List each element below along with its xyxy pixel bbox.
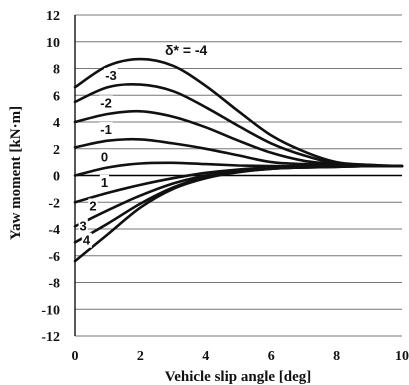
series-label-bg [99,122,113,138]
series-lines [73,57,404,263]
x-tick-label: 6 [268,349,275,364]
series-label-bg [88,198,98,214]
y-axis-ticks: 12 10 8 6 4 2 0 -2 -4 -6 -8 -10 -12 [41,9,60,345]
y-axis-label: Yaw moment [kN·m] [8,106,24,240]
series-label-4: 4 [83,233,91,248]
y-tick-label: -12 [41,330,60,345]
y-tick-label: 12 [46,9,60,24]
x-axis-label: Vehicle slip angle [deg] [165,369,312,385]
x-tick-label: 8 [333,349,340,364]
x-tick-label: 10 [395,349,409,364]
series-line-4 [73,164,404,263]
y-tick-label: 2 [53,143,60,158]
series-label-bg [81,232,92,248]
series-line-3 [73,164,404,244]
y-tick-label: -2 [48,196,60,211]
series-label-bg [99,95,113,111]
series-label-bg [99,149,110,165]
series-line--1 [73,137,404,168]
gridlines [74,14,402,337]
series-label--3: -3 [105,68,117,83]
y-tick-label: -4 [48,223,60,238]
y-tick-label: 8 [53,63,60,78]
delta-annotation: δ* = -4 [165,42,208,58]
series-label--1: -1 [100,122,112,137]
y-tick-label: -8 [48,277,60,292]
series-label-3: 3 [80,219,87,234]
x-tick-label: 2 [137,349,144,364]
series-line--3 [73,83,404,168]
series-label-bg [104,67,118,83]
y-tick-label: 0 [53,170,60,185]
x-tick-label: 0 [72,349,79,364]
series-label-2: 2 [89,198,96,213]
y-tick-label: 4 [53,116,60,131]
y-tick-label: 10 [46,36,60,51]
series-label-bg [99,174,110,190]
y-tick-label: -6 [48,250,60,265]
y-tick-label: 6 [53,89,60,104]
y-tick-label: -10 [41,303,60,318]
x-tick-label: 4 [202,349,209,364]
series-label-bg [78,218,88,234]
series-label--2: -2 [100,95,112,110]
series-label-0: 0 [101,149,108,164]
x-axis-ticks: 0 2 4 6 8 10 [72,349,409,364]
series-label-1: 1 [101,175,108,190]
